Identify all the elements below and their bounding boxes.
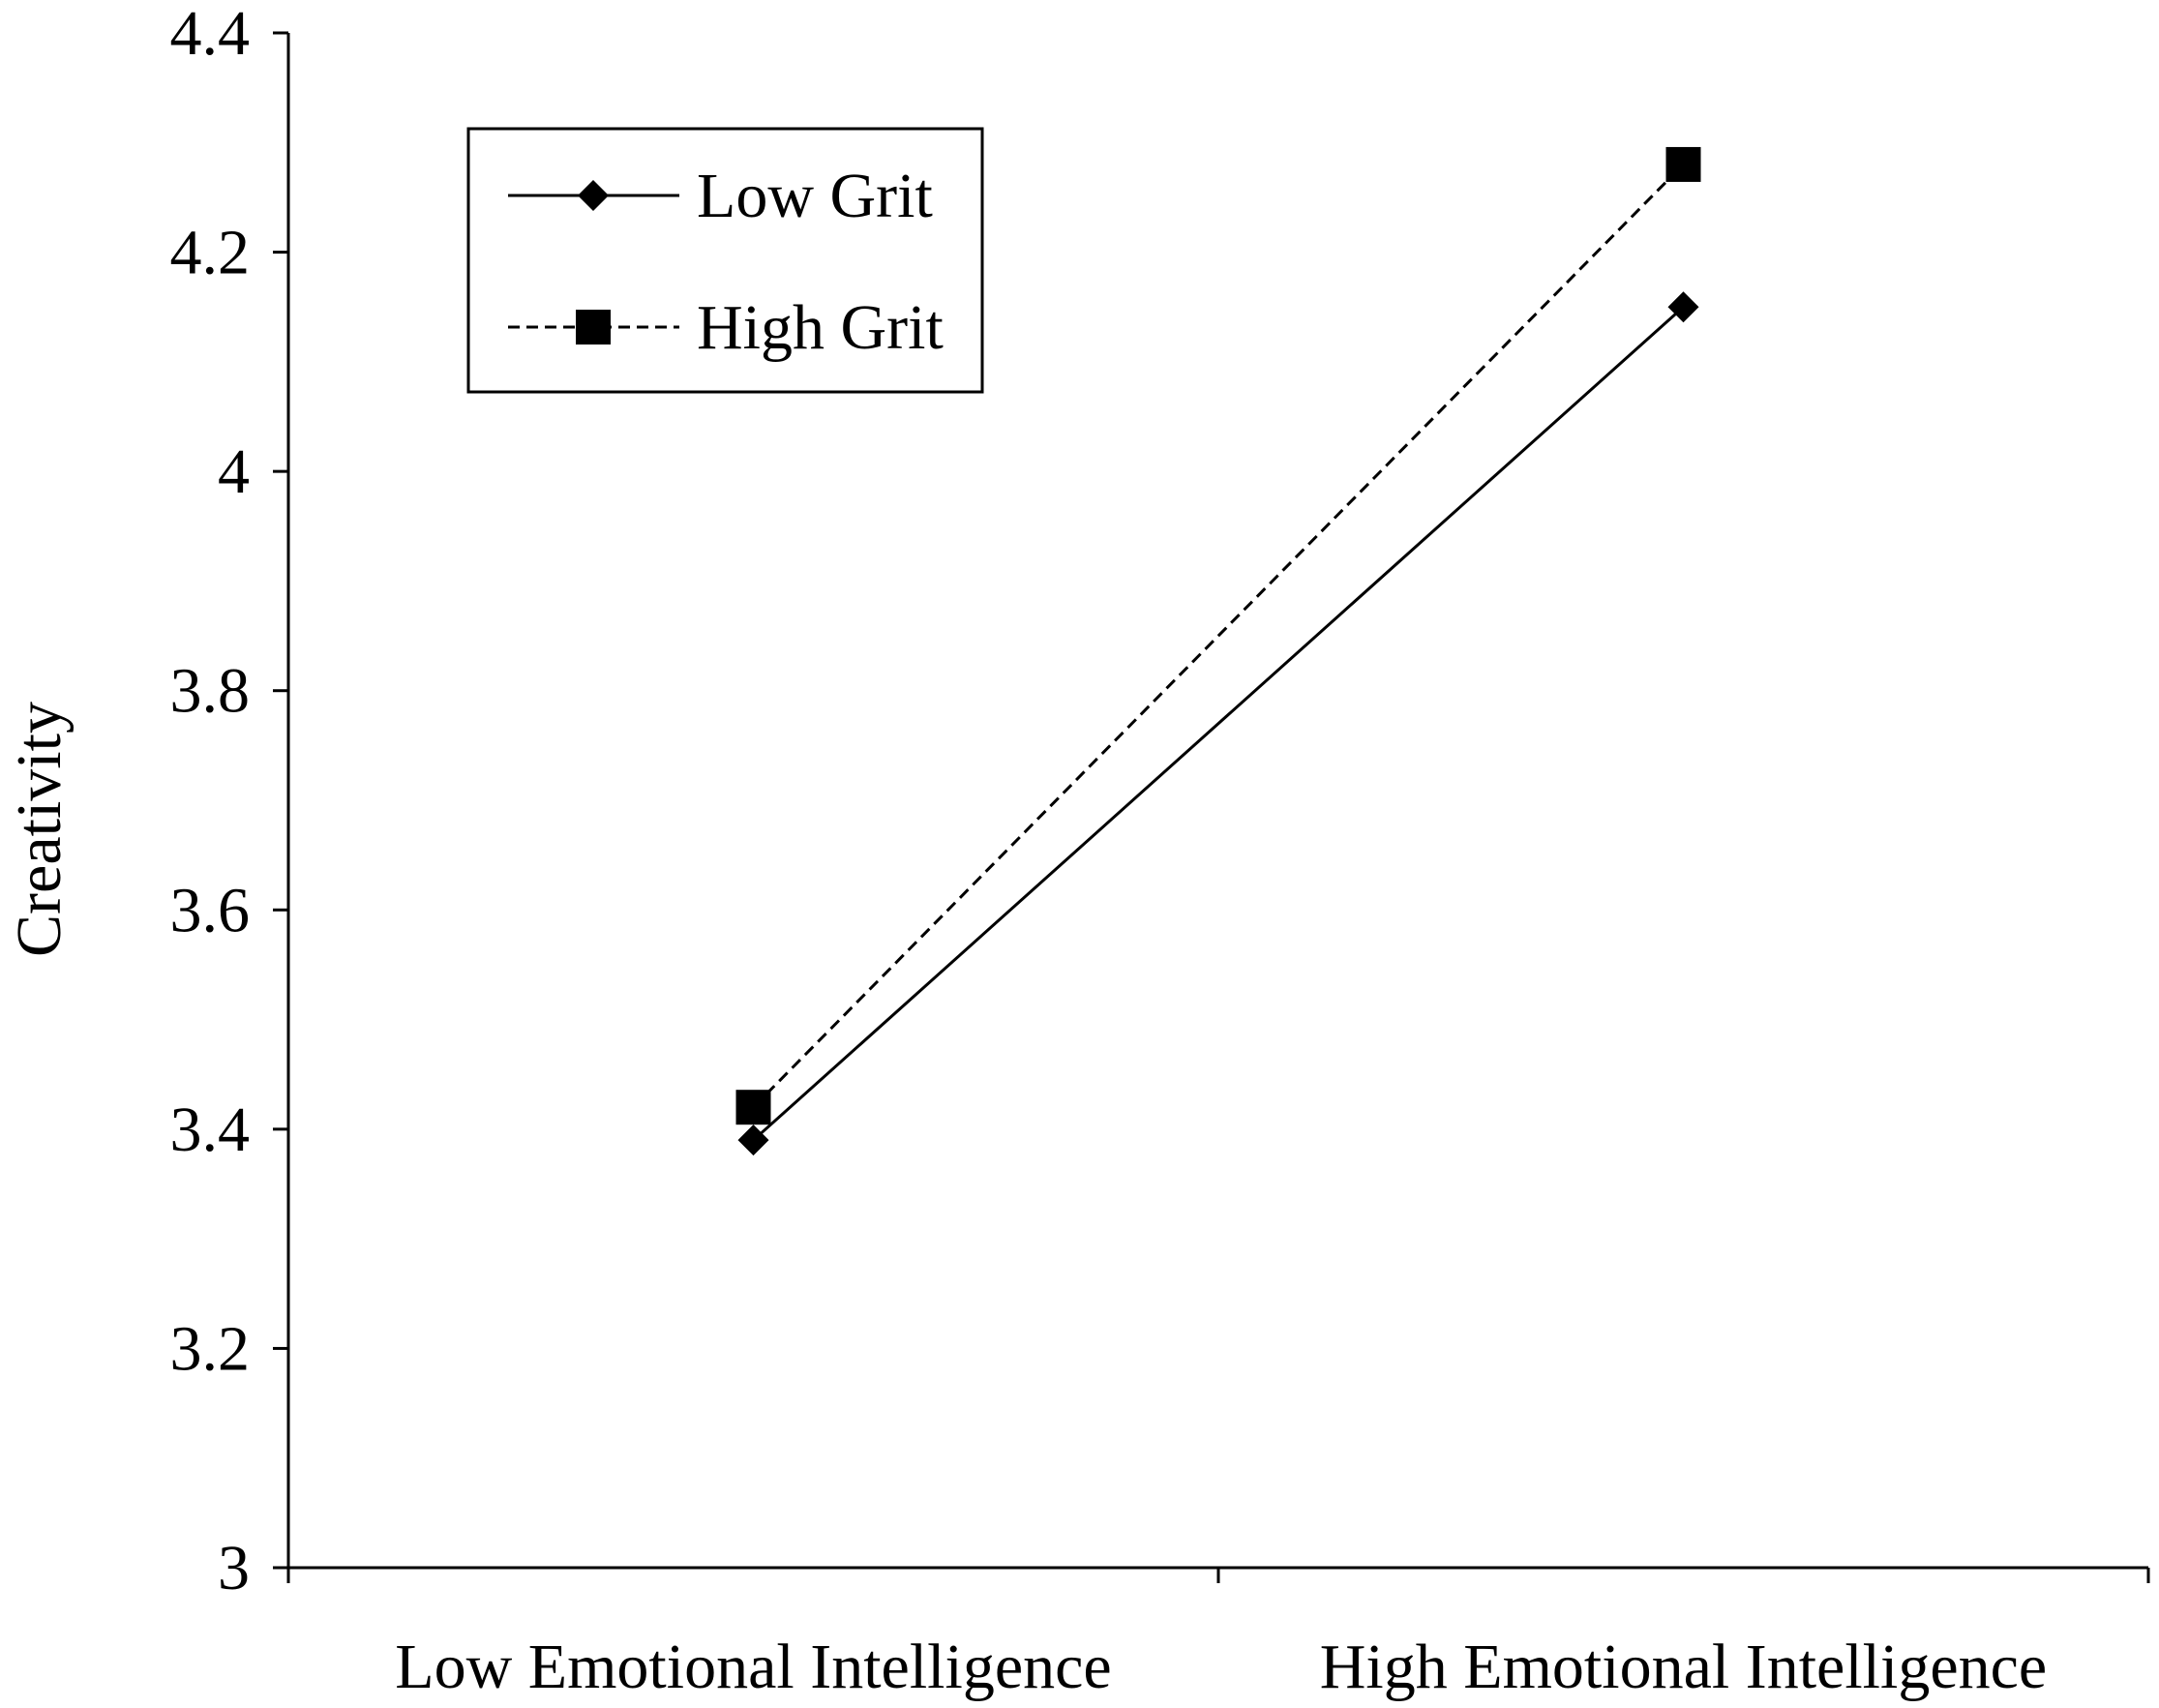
legend-item: Low Grit xyxy=(508,161,933,231)
legend-marker xyxy=(578,180,609,211)
y-tick-label: 4.2 xyxy=(170,218,251,288)
legend-marker xyxy=(576,310,611,345)
data-point-marker xyxy=(737,1124,769,1156)
y-tick-label: 3.2 xyxy=(170,1313,251,1384)
series-line xyxy=(752,163,1685,1109)
y-axis-ticks: 3 3.2 3.4 3.6 3.8 4 4.2 4.4 xyxy=(170,0,288,1603)
legend: Low Grit High Grit xyxy=(466,127,984,394)
y-tick-label: 3.4 xyxy=(170,1094,251,1165)
legend-label: High Grit xyxy=(697,292,944,363)
legend-box xyxy=(466,127,984,394)
legend-item: High Grit xyxy=(508,292,944,363)
y-tick-label: 4.4 xyxy=(170,0,251,69)
series-layer xyxy=(735,146,1701,1156)
x-category-label: High Emotional Intelligence xyxy=(1320,1632,2047,1702)
series-high-grit xyxy=(735,146,1701,1125)
data-point-marker xyxy=(735,1090,771,1125)
y-tick-label: 3.6 xyxy=(170,875,251,945)
y-tick-label: 4 xyxy=(218,436,250,507)
y-axis-title: Creativity xyxy=(4,702,75,957)
series-line xyxy=(752,306,1685,1142)
x-axis-ticks: Low Emotional Intelligence High Emotional… xyxy=(286,1568,2150,1702)
y-tick-label: 3.8 xyxy=(170,656,251,727)
x-category-label: Low Emotional Intelligence xyxy=(395,1632,1111,1702)
series-low-grit xyxy=(737,291,1699,1156)
legend-label: Low Grit xyxy=(697,161,933,231)
data-point-marker xyxy=(1665,146,1701,182)
y-tick-label: 3 xyxy=(218,1533,250,1603)
data-point-marker xyxy=(1667,291,1699,323)
